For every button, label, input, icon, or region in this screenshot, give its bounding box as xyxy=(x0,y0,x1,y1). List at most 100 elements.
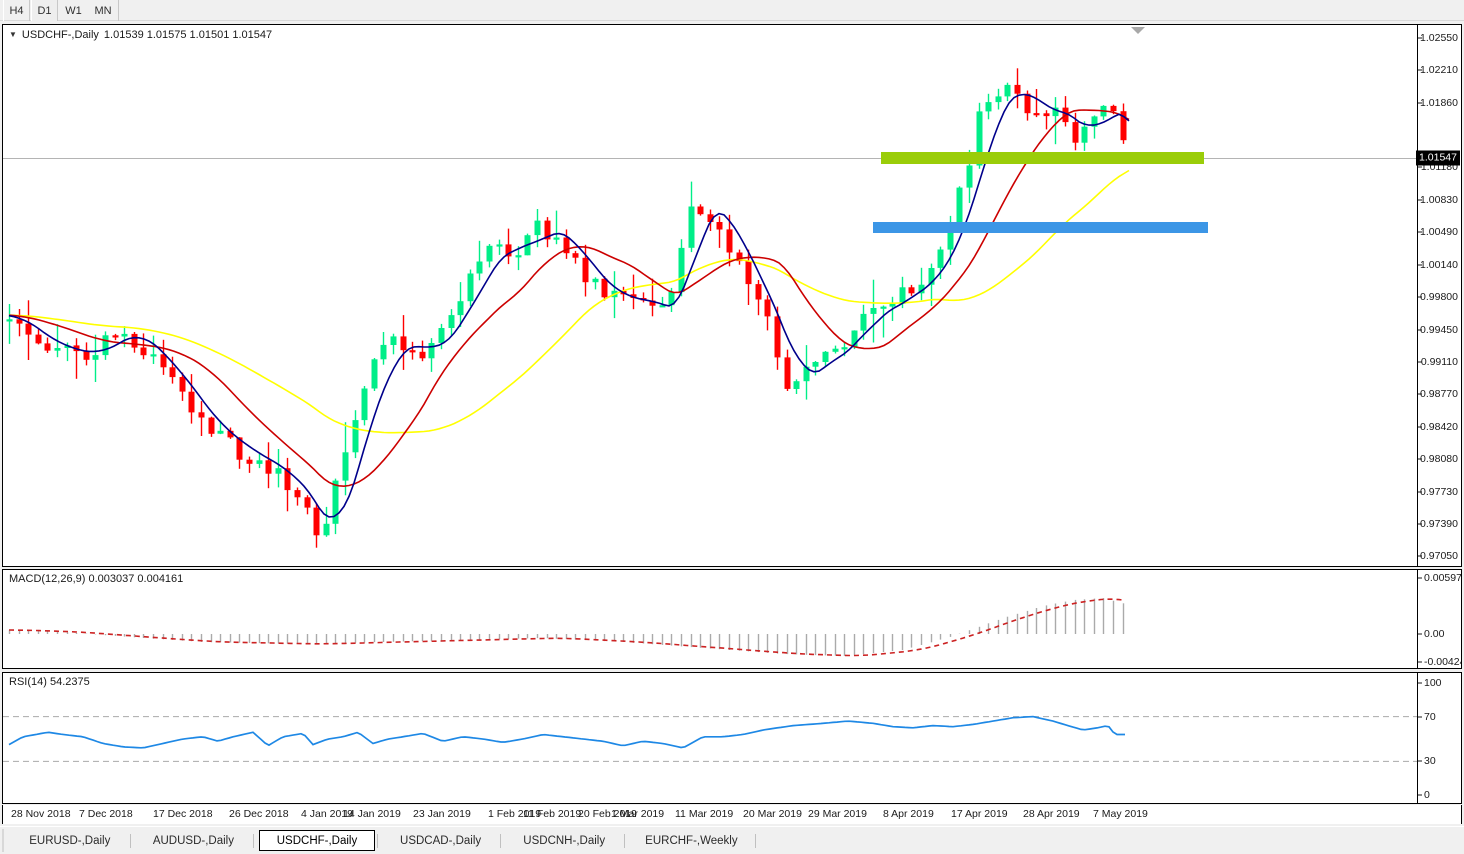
candle xyxy=(160,354,167,368)
candle xyxy=(755,284,762,300)
candle xyxy=(25,323,32,335)
candle xyxy=(515,255,522,258)
candle xyxy=(985,102,992,112)
date-axis-label: 29 Mar 2019 xyxy=(808,808,867,820)
candle xyxy=(35,334,42,344)
price-axis[interactable]: 1.02550 1.02210 1.01860 1.01180 1.00830 1.004… xyxy=(1416,25,1461,566)
candle xyxy=(534,220,541,236)
rsi-series xyxy=(3,715,1423,762)
tab-separator xyxy=(500,834,502,848)
tab-separator xyxy=(253,834,255,848)
candle xyxy=(121,333,128,337)
candle xyxy=(332,480,339,524)
candle xyxy=(1014,84,1021,94)
price-axis-tick xyxy=(1418,458,1422,460)
chart-symbol-header: ▼ USDCHF-,Daily 1.01539 1.01575 1.01501 … xyxy=(9,29,272,41)
macd-axis[interactable]: 0.00597 0.00 -0.004243 xyxy=(1417,570,1461,668)
timeframe-toolbar: H4 D1 W1 MN xyxy=(0,0,1464,21)
candle xyxy=(1004,84,1011,97)
candle xyxy=(83,351,90,360)
tab-separator xyxy=(624,834,625,848)
candle xyxy=(1091,116,1098,127)
candle xyxy=(707,214,714,222)
candle xyxy=(371,359,378,389)
chart-tab-eurusd[interactable]: EURUSD-,Daily xyxy=(29,834,111,847)
chart-tab-usdcad[interactable]: USDCAD-,Daily xyxy=(400,834,482,847)
candle xyxy=(649,300,656,306)
date-axis-label: 26 Dec 2018 xyxy=(229,808,289,820)
price-axis-label: 0.99800 xyxy=(1420,291,1458,303)
candle xyxy=(544,220,551,240)
candle xyxy=(956,187,963,225)
macd-axis-tick xyxy=(1418,633,1422,635)
rsi-indicator-pane[interactable]: RSI(14) 54.2375 100 70 30 0 xyxy=(2,672,1462,804)
price-chart-pane[interactable]: ▼ USDCHF-,Daily 1.01539 1.01575 1.01501 … xyxy=(2,24,1462,567)
candle xyxy=(601,278,608,298)
candle xyxy=(265,460,272,474)
date-axis-label: 23 Jan 2019 xyxy=(413,808,471,820)
candle xyxy=(54,348,61,351)
candle xyxy=(697,206,704,215)
chevron-down-icon[interactable]: ▼ xyxy=(9,30,17,39)
candle xyxy=(553,237,560,240)
candle xyxy=(409,350,416,353)
candle xyxy=(6,319,13,322)
triangle-down-marker-icon[interactable] xyxy=(1131,27,1145,34)
macd-indicator-pane[interactable]: MACD(12,26,9) 0.003037 0.004161 0.00597 0… xyxy=(2,569,1462,669)
price-axis-tick xyxy=(1418,393,1422,395)
timeframe-button-h4[interactable]: H4 xyxy=(3,0,30,21)
candle xyxy=(678,247,685,293)
candle xyxy=(1072,122,1079,143)
price-plot-area[interactable] xyxy=(3,25,1423,566)
date-axis-label: 7 May 2019 xyxy=(1093,808,1148,820)
price-axis-tick xyxy=(1418,523,1422,525)
price-axis-label: 0.97390 xyxy=(1420,517,1458,530)
resistance-line[interactable] xyxy=(881,152,1204,164)
tab-separator xyxy=(376,834,378,848)
price-axis-label: 0.98770 xyxy=(1420,388,1458,400)
candle xyxy=(112,335,119,338)
date-axis-label: 8 Apr 2019 xyxy=(883,808,934,820)
candle xyxy=(841,347,848,350)
macd-plot-area[interactable] xyxy=(3,570,1423,668)
candle xyxy=(284,468,291,491)
candle xyxy=(1110,105,1117,112)
candle xyxy=(92,355,99,360)
candle xyxy=(1043,113,1050,117)
candle xyxy=(16,319,23,324)
candle xyxy=(803,366,810,382)
date-axis-label: 28 Apr 2019 xyxy=(1023,808,1080,820)
price-axis-tick xyxy=(1418,37,1422,39)
rsi-axis[interactable]: 100 70 30 0 xyxy=(1417,673,1461,803)
chart-tab-eurchf[interactable]: EURCHF-,Weekly xyxy=(645,834,738,847)
candle xyxy=(860,313,867,331)
candle xyxy=(496,244,503,247)
price-axis-tick xyxy=(1418,264,1422,266)
price-axis-label: 0.98080 xyxy=(1420,452,1458,465)
candle xyxy=(736,252,743,262)
price-axis-label: 1.02210 xyxy=(1420,64,1458,77)
date-axis-label: 11 Feb 2019 xyxy=(523,808,582,820)
date-axis-label: 11 Mar 2019 xyxy=(675,808,734,820)
macd-axis-label: -0.004243 xyxy=(1424,656,1461,668)
timeframe-button-d1[interactable]: D1 xyxy=(31,0,58,21)
current-price-gridline xyxy=(3,158,1423,159)
date-axis-label: 17 Dec 2018 xyxy=(153,808,213,820)
timeframe-button-w1[interactable]: W1 xyxy=(65,4,82,17)
candle xyxy=(716,222,723,230)
timeframe-button-mn[interactable]: MN xyxy=(88,0,119,21)
candle xyxy=(966,165,973,188)
candle xyxy=(140,347,147,356)
candle xyxy=(592,278,599,283)
candle xyxy=(275,468,282,474)
candle xyxy=(505,244,512,257)
candle xyxy=(256,460,263,464)
chart-tab-usdcnh[interactable]: USDCNH-,Daily xyxy=(523,834,606,847)
chart-tab-usdchf[interactable]: USDCHF-,Daily xyxy=(259,830,375,851)
chart-tab-audusd[interactable]: AUDUSD-,Daily xyxy=(152,834,234,847)
price-axis-label: 1.00490 xyxy=(1420,226,1458,238)
candle xyxy=(995,96,1002,103)
price-axis-tick xyxy=(1418,102,1422,104)
support-line[interactable] xyxy=(873,222,1208,233)
rsi-plot-area[interactable] xyxy=(3,673,1423,803)
